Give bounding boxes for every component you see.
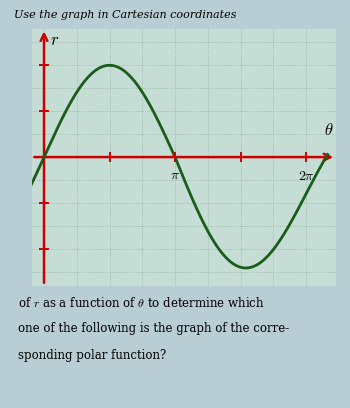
Text: one of the following is the graph of the corre-: one of the following is the graph of the…	[18, 322, 289, 335]
Text: sponding polar function?: sponding polar function?	[18, 349, 166, 362]
Text: of $r$ as a function of $\theta$ to determine which: of $r$ as a function of $\theta$ to dete…	[18, 296, 264, 310]
Text: $2\pi$: $2\pi$	[298, 169, 315, 182]
Text: Use the graph in Cartesian coordinates: Use the graph in Cartesian coordinates	[14, 10, 237, 20]
Text: $\theta$: $\theta$	[324, 121, 334, 139]
Text: $r$: $r$	[50, 31, 60, 49]
Text: $\pi$: $\pi$	[170, 169, 180, 182]
